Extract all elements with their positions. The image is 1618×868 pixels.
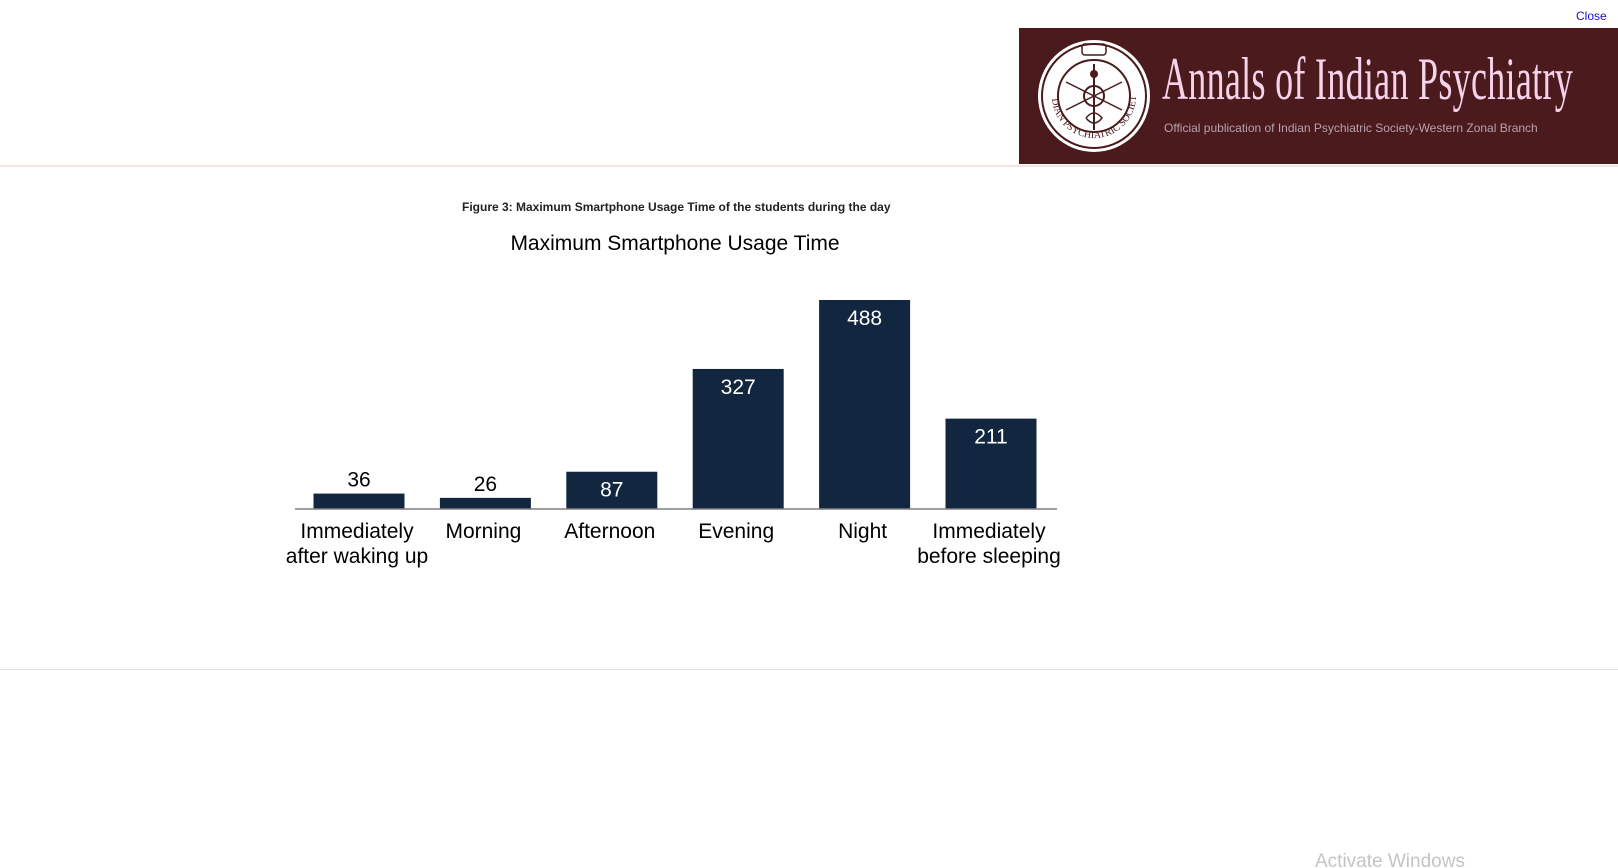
data-label-4: 488: [847, 307, 882, 330]
figure-caption: Figure 3: Maximum Smartphone Usage Time …: [462, 200, 891, 214]
category-label-5-1: before sleeping: [917, 545, 1061, 568]
bar-0: [313, 493, 405, 509]
chart-title: Maximum Smartphone Usage Time: [510, 232, 839, 255]
bar-chart: Maximum Smartphone Usage Time 36 Immediate…: [286, 232, 1061, 568]
close-link[interactable]: Close: [1576, 9, 1607, 23]
data-label-0: 36: [347, 469, 370, 492]
bar-2: [566, 471, 658, 509]
journal-banner: INDIAN PSYCHIATRIC SOCIETY Annals of Ind…: [1019, 28, 1618, 164]
category-label-4-0: Night: [838, 520, 887, 543]
society-seal-logo: INDIAN PSYCHIATRIC SOCIETY: [1036, 38, 1150, 152]
journal-title: Annals of Indian Psychiatry: [1162, 46, 1574, 112]
category-label-2-0: Afternoon: [564, 520, 655, 543]
journal-subtitle: Official publication of Indian Psychiatr…: [1164, 121, 1538, 135]
bar-5: [945, 418, 1037, 509]
category-label-0-0: Immediately: [300, 520, 414, 543]
bar-3: [692, 368, 784, 509]
data-label-2: 87: [600, 479, 623, 502]
data-label-1: 26: [474, 473, 497, 496]
bar-1: [439, 497, 531, 509]
category-label-3-0: Evening: [698, 520, 774, 543]
category-label-5-0: Immediately: [932, 520, 1046, 543]
activate-windows-watermark: Activate Windows: [1315, 851, 1465, 868]
data-label-5: 211: [974, 426, 1007, 449]
header-divider: [0, 165, 1618, 167]
category-label-1-0: Morning: [445, 520, 521, 543]
data-label-3: 327: [721, 376, 756, 399]
category-label-0-1: after waking up: [286, 545, 428, 568]
footer-divider: [0, 669, 1618, 670]
bar-4: [819, 300, 911, 509]
